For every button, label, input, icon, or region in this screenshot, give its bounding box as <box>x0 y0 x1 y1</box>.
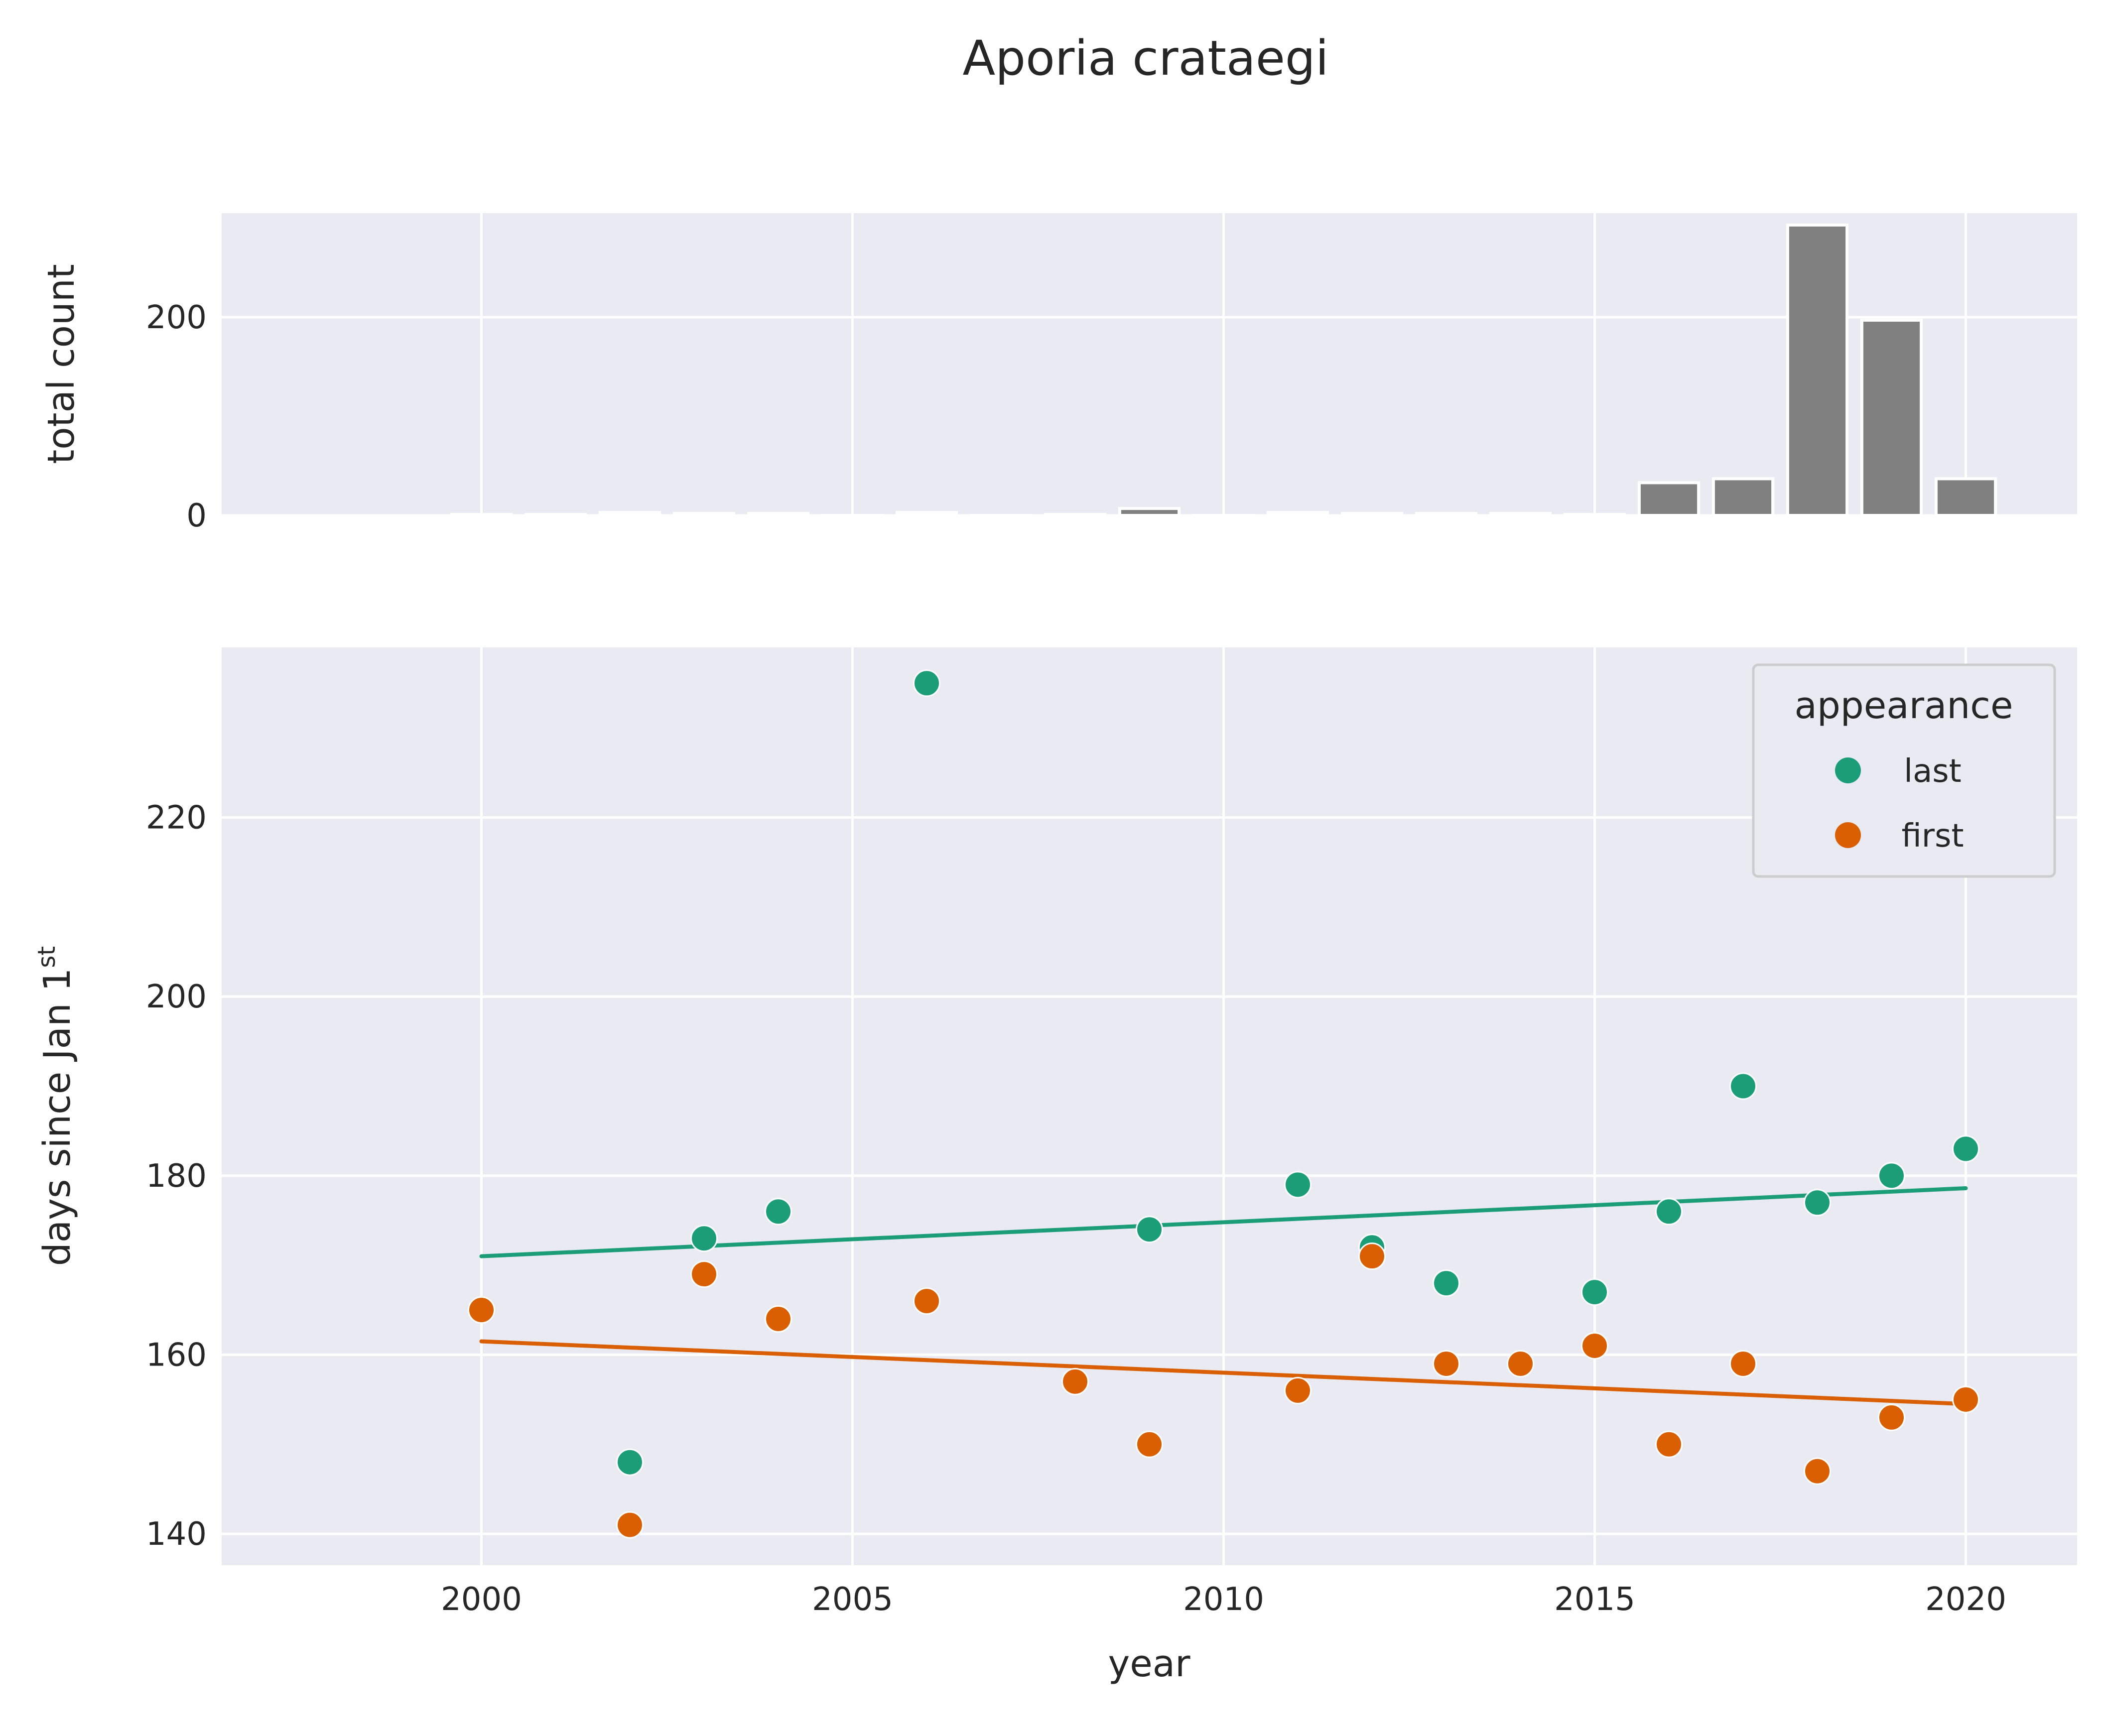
legend-title: appearance <box>1794 684 2013 727</box>
point-last-2020 <box>1952 1135 1979 1163</box>
point-last-2004 <box>765 1198 792 1226</box>
point-first-2002 <box>616 1511 644 1539</box>
top-plot-area <box>222 213 2077 515</box>
point-first-2011 <box>1284 1376 1312 1404</box>
chart-title: Aporia crataegi <box>962 30 1328 86</box>
bar-2011 <box>1266 511 1329 517</box>
point-last-2002 <box>616 1448 644 1476</box>
bar-2000 <box>450 513 513 517</box>
x-tick-label-4: 2020 <box>1925 1581 2006 1618</box>
point-last-2009 <box>1136 1216 1163 1243</box>
point-last-2018 <box>1804 1189 1831 1217</box>
x-tick-label-2: 2010 <box>1183 1581 1264 1618</box>
top-y-tick-label-1: 200 <box>146 299 207 336</box>
y-label-superscript: st <box>33 946 61 968</box>
bar-2002 <box>598 511 661 517</box>
bottom-y-axis-label: days since Jan 1st <box>33 946 79 1266</box>
bar-2013 <box>1415 512 1478 517</box>
point-first-2009 <box>1136 1430 1163 1458</box>
trend-line-last <box>479 1186 1968 1258</box>
point-first-2004 <box>765 1305 792 1333</box>
legend-marker-first <box>1835 822 1861 848</box>
bottom-y-tick-label-3: 200 <box>146 979 207 1015</box>
legend-label-last: last <box>1904 753 1961 790</box>
bottom-y-ticks: 140 160 180 200 220 <box>146 800 207 1553</box>
point-last-2017 <box>1729 1072 1757 1100</box>
x-tick-label-0: 2000 <box>441 1581 522 1618</box>
point-first-2016 <box>1655 1430 1683 1458</box>
x-ticks: 2000 2005 2010 2015 2020 <box>441 1581 2006 1618</box>
bar-2008 <box>1044 513 1107 517</box>
bar-2006 <box>895 511 958 517</box>
point-last-2015 <box>1581 1278 1608 1306</box>
point-last-2013 <box>1433 1269 1460 1297</box>
point-first-2012 <box>1358 1242 1386 1270</box>
point-first-2014 <box>1507 1350 1534 1377</box>
legend-label-first: first <box>1901 818 1964 855</box>
point-first-2017 <box>1729 1350 1757 1377</box>
legend: appearance last first <box>1752 663 2056 878</box>
bottom-y-tick-label-2: 180 <box>146 1158 207 1195</box>
legend-box <box>1752 663 2056 878</box>
bar-2003 <box>672 512 736 517</box>
bar-2005 <box>821 514 884 517</box>
bar-2015 <box>1563 513 1626 517</box>
bar-2019 <box>1860 318 1923 517</box>
point-last-2011 <box>1284 1171 1312 1199</box>
point-first-2000 <box>468 1296 495 1324</box>
bottom-y-tick-label-4: 220 <box>146 800 207 837</box>
top-y-ticks: 0 200 <box>146 299 207 534</box>
top-bars <box>450 223 1997 517</box>
trend-lines <box>479 1186 1968 1406</box>
bottom-y-tick-label-1: 160 <box>146 1337 207 1373</box>
bar-2004 <box>747 512 810 517</box>
point-first-2020 <box>1952 1385 1979 1413</box>
point-last-2016 <box>1655 1198 1683 1226</box>
point-first-2015 <box>1581 1332 1608 1360</box>
bar-2007 <box>969 514 1033 517</box>
point-first-2006 <box>913 1287 940 1315</box>
bar-2010 <box>1192 514 1255 517</box>
point-last-2006 <box>913 669 940 697</box>
point-first-2008 <box>1061 1367 1089 1395</box>
top-y-axis-label: total count <box>40 264 83 464</box>
point-first-2018 <box>1804 1457 1831 1485</box>
scatter-points <box>468 669 1979 1539</box>
bar-2001 <box>524 513 587 517</box>
point-last-2019 <box>1878 1162 1905 1190</box>
bar-2016 <box>1637 481 1701 517</box>
x-axis-label: year <box>1108 1642 1190 1685</box>
point-first-2013 <box>1433 1350 1460 1377</box>
bar-2009 <box>1118 507 1181 517</box>
trend-line-first <box>479 1339 1968 1406</box>
bar-2017 <box>1711 477 1775 517</box>
y-label-main: days since Jan 1 <box>36 968 79 1266</box>
point-last-2003 <box>690 1225 718 1252</box>
bar-2012 <box>1340 512 1404 517</box>
bottom-y-tick-label-0: 140 <box>146 1516 207 1553</box>
point-first-2019 <box>1878 1403 1905 1431</box>
bar-2014 <box>1489 512 1552 517</box>
legend-marker-last <box>1835 757 1861 783</box>
x-tick-label-3: 2015 <box>1554 1581 1635 1618</box>
bar-2018 <box>1786 223 1849 517</box>
bar-2020 <box>1934 477 1997 517</box>
x-tick-label-1: 2005 <box>812 1581 893 1618</box>
point-first-2003 <box>690 1260 718 1288</box>
top-y-tick-label-0: 0 <box>186 497 207 534</box>
